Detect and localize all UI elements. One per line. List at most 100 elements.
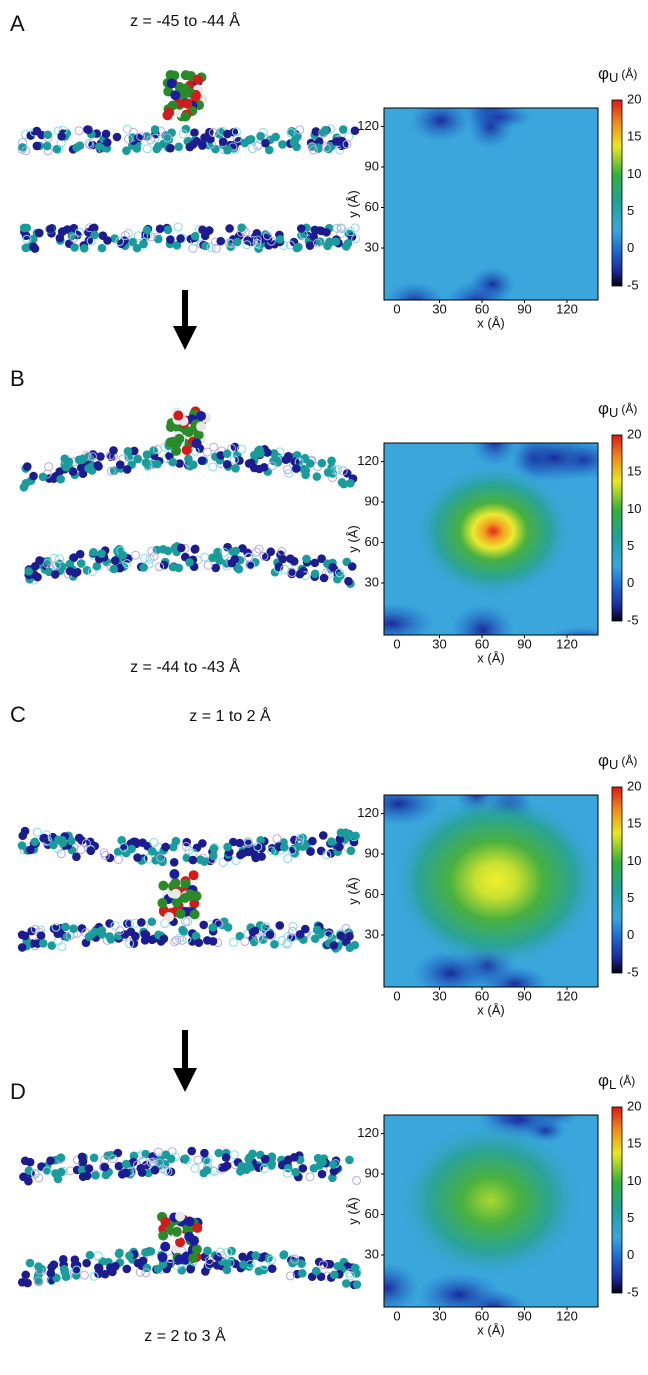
- lipid-head: [23, 1278, 32, 1288]
- lipid-head: [146, 1247, 156, 1256]
- lipid-head: [329, 1270, 339, 1280]
- lipid-ghost: [324, 930, 334, 940]
- lipid-head: [32, 126, 42, 136]
- lipid-head: [223, 842, 232, 852]
- lipid-ghost: [229, 455, 239, 465]
- lipid-ghost: [335, 145, 345, 155]
- lipid-head: [209, 844, 219, 853]
- lipid-head: [319, 573, 329, 583]
- x-tick-label: 90: [517, 301, 531, 316]
- lipid-head: [47, 941, 57, 950]
- lipid-ghost: [150, 133, 160, 143]
- lipid-head: [327, 456, 336, 466]
- colorbar-title-subscript: L: [609, 1077, 616, 1092]
- lipid-head: [167, 128, 176, 137]
- lipid-head: [234, 564, 244, 574]
- lipid-head: [17, 841, 27, 850]
- lipid-head: [342, 469, 352, 478]
- lipid-head: [35, 556, 44, 565]
- lipid-ghost: [163, 1167, 173, 1177]
- lipid-head: [239, 1260, 248, 1269]
- lipid-ghost: [76, 845, 86, 855]
- lipid-head: [231, 546, 241, 556]
- lipid-ghost: [283, 465, 293, 475]
- lipid-head: [67, 231, 77, 241]
- lipid-head: [137, 918, 146, 927]
- lipid-head: [92, 561, 102, 571]
- lipid-head: [238, 849, 247, 858]
- lipid-head: [218, 137, 228, 146]
- peptide-atom: [160, 1216, 171, 1227]
- lipid-ghost: [125, 939, 135, 949]
- lipid-head: [77, 1165, 87, 1175]
- x-tick-label: 0: [393, 301, 400, 316]
- lipid-ghost: [74, 227, 84, 237]
- low-region: [549, 626, 598, 635]
- lipid-head: [203, 1246, 212, 1256]
- peptide-atom: [192, 1222, 203, 1233]
- lipid-ghost: [208, 462, 218, 472]
- lipid-head: [42, 141, 52, 151]
- lipid-head: [20, 826, 30, 836]
- lipid-head: [251, 1251, 261, 1260]
- lipid-ghost: [287, 926, 297, 936]
- lipid-head: [17, 943, 27, 952]
- lipid-ghost: [57, 942, 67, 952]
- lipid-head: [252, 228, 262, 238]
- lipid-ghost: [267, 461, 277, 471]
- lipid-head: [123, 446, 133, 456]
- colorbar-tick-label: 10: [627, 501, 641, 516]
- lipid-head: [114, 931, 123, 941]
- colorbar-tick-label: 10: [627, 853, 641, 868]
- y-tick-label: 30: [365, 574, 379, 589]
- lipid-ghost: [284, 468, 294, 478]
- lipid-head: [82, 566, 92, 575]
- z-range: z = 2 to 3 Å: [144, 1326, 226, 1345]
- lipid-head: [223, 145, 232, 155]
- x-tick-label: 60: [475, 1308, 489, 1323]
- lipid-head: [18, 143, 27, 152]
- lipid-head: [190, 544, 200, 554]
- lipid-ghost: [240, 937, 250, 947]
- lipid-head: [176, 543, 186, 553]
- lipid-head: [144, 1168, 153, 1178]
- lipid-head: [171, 836, 181, 846]
- lipid-head: [109, 446, 118, 455]
- lipid-head: [275, 235, 285, 244]
- lipid-head: [284, 452, 293, 461]
- lipid-head: [89, 223, 99, 233]
- lipid-head: [188, 855, 198, 865]
- x-tick-label: 30: [432, 301, 446, 316]
- lipid-head: [58, 838, 67, 848]
- lipid-head: [100, 1162, 110, 1172]
- lipid-ghost: [74, 126, 84, 136]
- y-tick-label: 60: [365, 886, 379, 901]
- colorbar-tick-label: 20: [627, 778, 641, 793]
- lipid-head: [196, 855, 205, 864]
- colorbar-tick-label: 10: [627, 1173, 641, 1188]
- lipid-head: [136, 1164, 146, 1173]
- peptide-atom: [170, 90, 181, 101]
- lipid-ghost: [260, 1261, 270, 1271]
- lipid-head: [150, 125, 160, 134]
- lipid-head: [172, 241, 182, 250]
- lipid-head: [94, 142, 104, 152]
- lipid-head: [69, 924, 78, 933]
- lipid-head: [60, 1267, 70, 1277]
- lipid-head: [292, 243, 302, 253]
- peptide-atom: [170, 877, 181, 888]
- lipid-ghost: [282, 938, 292, 948]
- heatmap-frame: [383, 442, 599, 636]
- lipid-head: [33, 572, 42, 582]
- lipid-head: [317, 1169, 327, 1179]
- lipid-head: [57, 1167, 66, 1177]
- peptide-atom: [157, 897, 168, 908]
- lipid-head: [70, 243, 79, 252]
- lipid-ghost: [288, 921, 298, 931]
- lipid-head: [76, 559, 86, 568]
- lipid-head: [310, 225, 320, 235]
- colorbar-title-unit: (Å): [619, 1073, 635, 1088]
- lipid-ghost: [247, 144, 257, 154]
- lipid-ghost: [32, 827, 42, 837]
